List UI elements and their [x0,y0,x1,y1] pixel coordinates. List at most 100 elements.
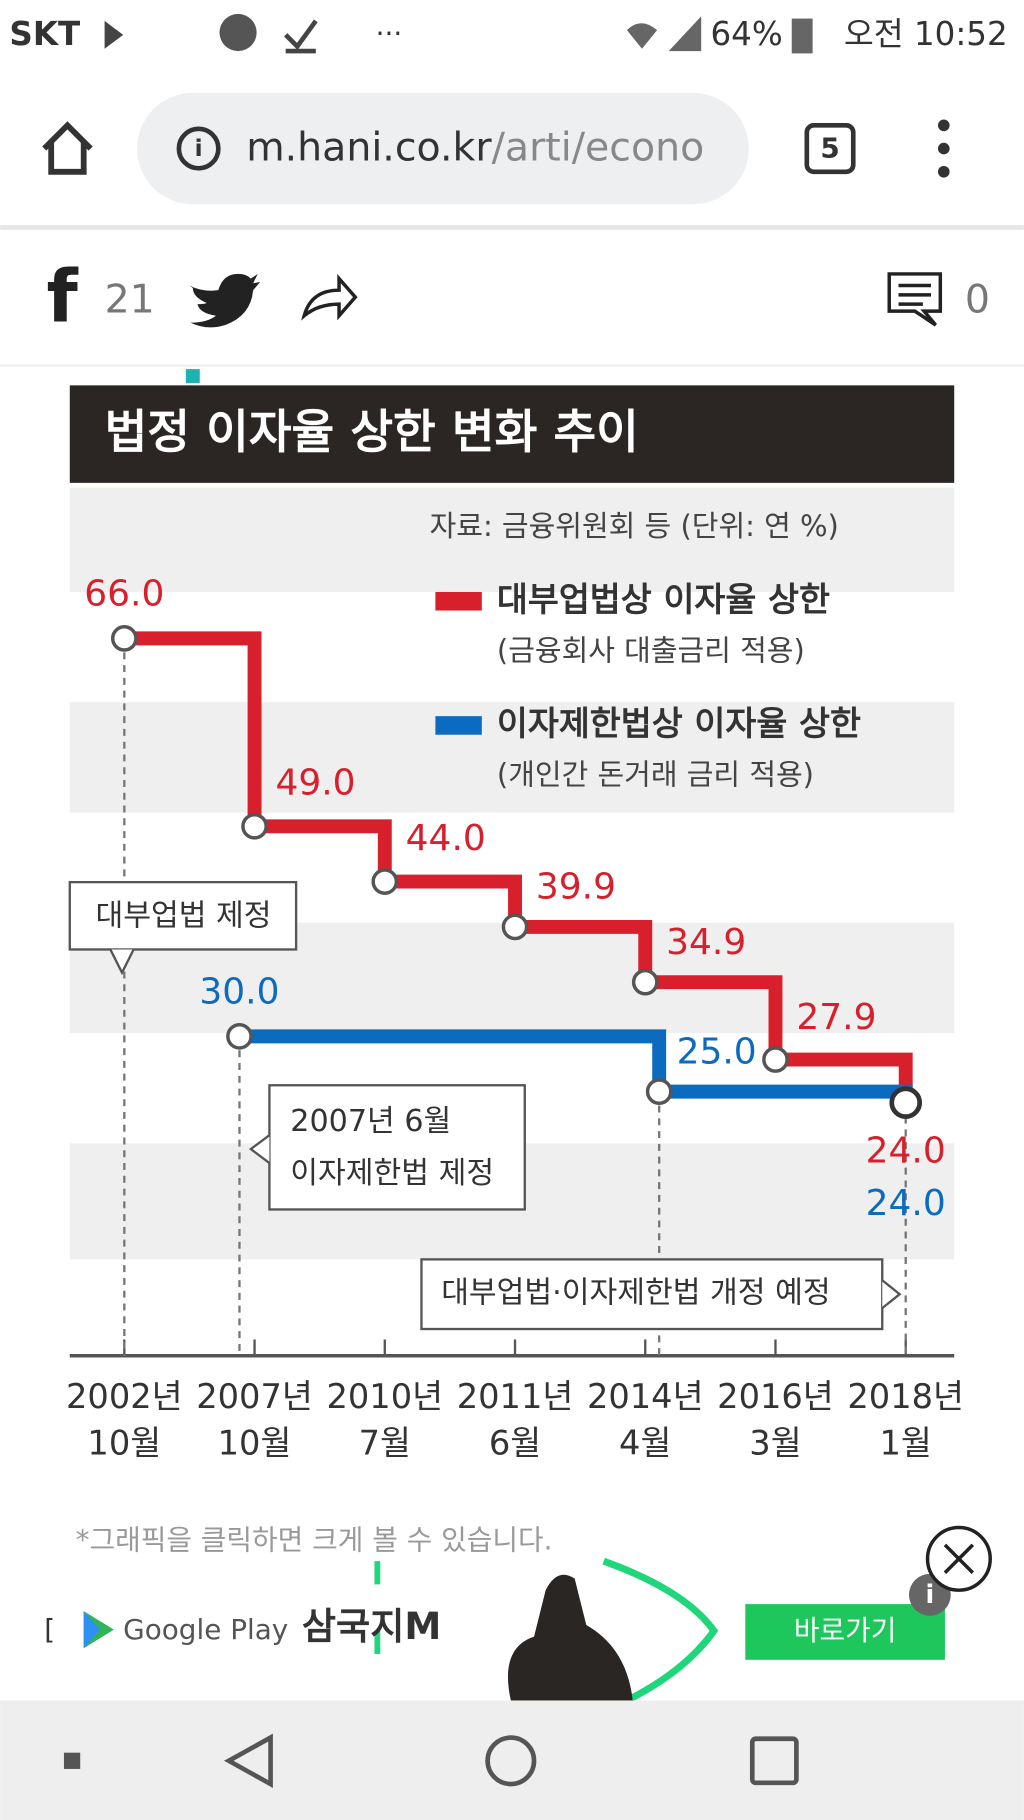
url-bar[interactable] [137,92,749,205]
x-tick-label: 10월 [218,1424,292,1463]
menu-button [937,142,950,155]
x-tick-label: 1월 [880,1424,932,1463]
annotation-pointer [881,1279,902,1310]
point [631,968,659,996]
carrier: SKT [9,15,80,53]
facebook-count: 21 [105,276,155,322]
point [226,1023,253,1050]
x-tick-label: 7월 [359,1424,411,1463]
value-label: 44.0 [406,818,486,859]
annotation-box [68,880,298,951]
comment-button[interactable] [887,272,943,327]
caption: *그래픽을 클릭하면 크게 볼 수 있습니다. [76,1523,553,1556]
annotation: 대부업법·이자제한법 개정 예정 [441,1276,830,1311]
annotation: 대부업법 제정 [95,898,271,933]
info-icon: i [195,135,203,162]
x-tick-label: 4월 [619,1424,671,1463]
signal-icon [668,16,702,52]
value-label: 27.9 [796,997,876,1038]
url-host: m.hani.co.kr [246,124,492,170]
chart-title: 법정 이자율 상한 변화 추이 [105,405,639,459]
point [110,625,138,652]
value-label: 24.0 [866,1131,946,1172]
annotation-pointer [248,1134,271,1164]
nav-recents[interactable] [749,1736,799,1786]
status-icon [284,19,318,54]
tab-count: 5 [820,132,839,165]
chart-graphic[interactable]: 법정 이자율 상한 변화 추이 자료: 금융위원회 등 (단위: 연 %) 20… [66,369,964,1475]
stripe [69,702,955,813]
point [889,1086,922,1119]
battery: 64% [710,15,782,53]
legend-label: 이자제한법상 이자율 상한 [497,704,861,743]
x-tick-label: 6월 [489,1424,541,1463]
home-button[interactable] [42,121,93,175]
status-icon [219,13,257,52]
menu-button[interactable] [937,119,950,132]
annotation-pointer [109,948,135,976]
tabs-button[interactable] [804,123,856,175]
wifi-icon [626,23,658,49]
x-tick-label: 2010년 [326,1377,443,1416]
comment-count: 0 [965,276,990,322]
value-label: 30.0 [199,971,279,1012]
value-label: 24.0 [866,1183,946,1224]
nav-menu[interactable] [63,1752,81,1769]
url-path: /arti/econo [492,124,705,170]
x-tick-label: 2018년 [847,1377,964,1416]
title-accent [185,369,200,384]
legend-swatch [435,716,482,735]
point [762,1046,789,1073]
ad-game: 삼국지M [302,1605,441,1648]
twitter-button[interactable] [189,273,261,328]
value-label: 39.9 [536,867,616,908]
legend-label: 대부업법상 이자율 상한 [497,580,830,619]
facebook-button[interactable]: f [47,254,79,338]
ad-decoration [602,1557,719,1704]
point [645,1078,673,1105]
annotation: 이자제한법 제정 [290,1156,494,1191]
annotation: 2007년 6월 [290,1104,451,1139]
ad-close [943,1543,975,1574]
ad-store: Google Play [123,1613,288,1646]
toolbar-shadow [0,225,1024,230]
x-tick-label: 2016년 [717,1377,834,1416]
divider [0,364,1024,367]
value-label: 66.0 [84,573,164,614]
status-icon: ··· [376,17,403,50]
menu-button [937,165,950,178]
x-tick-label: 2002년 [66,1377,183,1416]
nav-home[interactable] [485,1735,537,1787]
ad-button[interactable] [745,1604,945,1660]
value-label: 25.0 [677,1031,757,1072]
stripe [69,487,955,592]
point [241,812,268,840]
title-bar [69,385,955,483]
x-tick-label: 2011년 [457,1377,574,1416]
x-tick-label: 2007년 [196,1377,313,1416]
annotation-box [268,1084,526,1211]
legend-swatch [435,591,482,611]
x-tick-label: 10월 [87,1424,161,1463]
annotation-box [420,1258,884,1331]
google-play-logo [83,1611,100,1649]
ad-edge: [ [44,1613,55,1646]
ad-character [507,1574,633,1701]
value-label: 49.0 [275,763,355,804]
value-label: 34.9 [666,922,746,963]
legend-note: (금융회사 대출금리 적용) [497,633,805,667]
nav-back[interactable] [224,1733,273,1788]
legend-note: (개인간 돈거래 금리 적용) [497,758,814,792]
ad-info: i [925,1580,934,1610]
ad-button-label: 바로가기 [794,1614,896,1647]
point [501,913,529,941]
clock: 오전 10:52 [844,15,1008,53]
nav-bar [0,1700,1024,1820]
point [371,868,399,895]
status-icon [104,20,124,49]
share-button[interactable] [301,273,358,321]
x-tick-label: 2014년 [587,1377,704,1416]
url: m.hani.co.kr/arti/econo [246,124,704,170]
